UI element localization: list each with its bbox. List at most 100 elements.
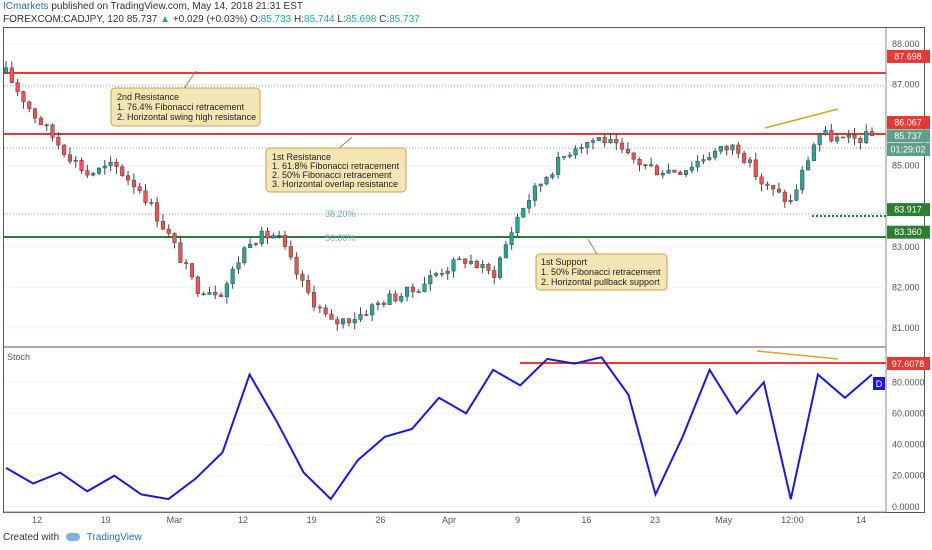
time-tick-label: 26	[375, 515, 385, 525]
price-tick-label: 85.000	[892, 161, 920, 171]
candle-body	[137, 186, 142, 192]
price-divergence-line[interactable]	[764, 108, 839, 129]
time-tick-label: May	[715, 515, 733, 525]
callout-line: 2. Horizontal pullback support	[541, 277, 660, 287]
author-link[interactable]: ICmarkets	[3, 1, 49, 12]
gridlines	[4, 43, 886, 508]
candle-body	[381, 302, 386, 305]
candle-body	[788, 200, 793, 202]
candle-body	[497, 257, 503, 278]
candle-body	[218, 294, 224, 298]
candle-body	[277, 235, 282, 237]
candle-body	[189, 263, 195, 278]
callout-1st-support[interactable]: 1st Support 1. 50% Fibonacci retracement…	[535, 253, 668, 291]
stoch-series-line[interactable]	[5, 356, 873, 501]
time-tick-label: 14	[856, 515, 866, 525]
candle-body	[538, 183, 543, 187]
candle-body	[38, 117, 43, 126]
open-value: 85.733	[260, 14, 292, 25]
candle-body	[608, 138, 613, 144]
stoch-tick-label: 40.0000	[892, 440, 925, 450]
candle-body	[590, 140, 596, 143]
stoch-badge: 97.6078	[887, 357, 930, 370]
stoch-badge-text: 97.6078	[892, 359, 925, 369]
candle-body	[172, 233, 177, 243]
price-badge	[887, 203, 930, 217]
stoch-tick-label: 20.0000	[892, 471, 925, 481]
candle-body	[288, 246, 293, 258]
candle-body	[742, 153, 747, 163]
candle-body	[96, 167, 102, 174]
candle-body	[753, 159, 758, 178]
candle-body	[346, 318, 351, 324]
candle-body	[439, 273, 444, 275]
candle-body	[33, 108, 38, 119]
candle-body	[50, 124, 55, 138]
callout-pointer-2nd-resistance	[182, 70, 197, 91]
candle-body	[561, 156, 567, 158]
price-badge	[887, 143, 930, 157]
candle-body	[213, 292, 218, 296]
candle-body	[27, 101, 32, 109]
high-value: 85.744	[304, 14, 335, 25]
time-tick-label: 12:00	[781, 515, 804, 525]
candle-body	[718, 146, 723, 152]
candle-body	[352, 319, 357, 324]
time-tick-label: 16	[581, 515, 591, 525]
stoch-label: Stoch	[7, 352, 30, 362]
candle-body	[271, 235, 276, 239]
candle-body	[864, 131, 869, 143]
candle-body	[637, 158, 642, 166]
candle-body	[387, 293, 392, 305]
open-label: O:	[250, 14, 261, 25]
candle-body	[765, 183, 770, 186]
candle-body	[620, 142, 625, 150]
low-value: 85.698	[345, 14, 377, 25]
price-axis[interactable]: 88.000 87.000 85.000 83.000 82.000 81.000	[892, 39, 920, 333]
price-badge	[887, 116, 930, 130]
time-tick-label: 9	[515, 515, 520, 525]
tradingview-link[interactable]: TradingView	[86, 532, 142, 543]
candle-body	[567, 154, 572, 157]
candles[interactable]	[3, 61, 875, 331]
callout-2nd-resistance[interactable]: 2nd Resistance 1. 76.4% Fibonacci retrac…	[110, 87, 261, 127]
candle-body	[660, 173, 665, 176]
candle-body	[835, 136, 840, 142]
callout-title: 1st Support	[541, 257, 588, 267]
candle-body	[434, 273, 439, 276]
candle-body	[800, 169, 805, 191]
stoch-divergence-line[interactable]	[756, 350, 839, 360]
callout-1st-resistance[interactable]: 1st Resistance 1. 61.8% Fibonacci retrac…	[265, 147, 407, 193]
stoch-axis[interactable]: 80.0000 60.0000 40.0000 20.0000 0.0000	[892, 377, 925, 512]
time-axis[interactable]: 12 19 Mar 12 19 26 Apr 9 16 23 May 12:00 14	[32, 515, 866, 525]
candle-body	[445, 270, 450, 274]
candle-body	[701, 159, 706, 162]
candle-body	[126, 175, 131, 181]
candle-body	[550, 174, 555, 178]
candle-body	[486, 264, 491, 271]
candle-body	[323, 307, 328, 315]
candle-body	[811, 144, 816, 162]
candle-body	[602, 137, 607, 144]
candle-body	[236, 262, 241, 270]
candle-body	[85, 170, 90, 176]
candle-body	[120, 166, 125, 176]
candle-body	[62, 144, 67, 155]
candle-body	[15, 82, 20, 92]
candle-body	[3, 67, 9, 73]
callout-title: 1st Resistance	[272, 152, 331, 162]
candle-body	[747, 159, 752, 163]
candle-body	[311, 292, 317, 308]
stoch-tick-label: 60.0000	[892, 408, 925, 418]
candle-body	[596, 137, 601, 141]
footer: Created with TradingView	[3, 532, 142, 543]
candle-body	[184, 262, 189, 264]
candle-body	[67, 154, 72, 162]
candle-body	[736, 144, 741, 154]
candle-body	[585, 142, 590, 148]
candle-body	[666, 169, 671, 174]
callout-line: 1. 50% Fibonacci retracement	[541, 267, 661, 277]
svg-text:D: D	[876, 379, 883, 389]
price-badge-text: 83.917	[894, 205, 922, 215]
